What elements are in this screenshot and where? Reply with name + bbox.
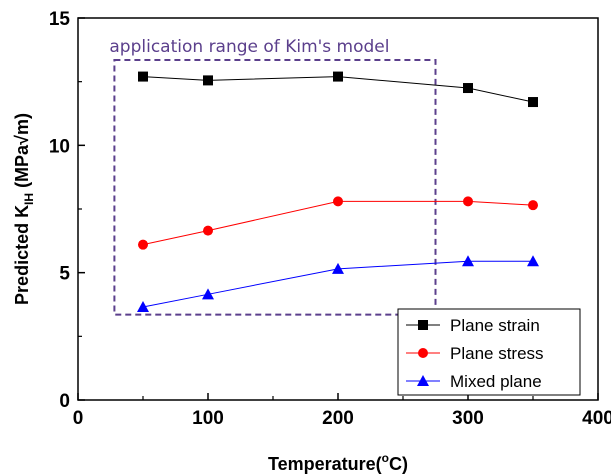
data-point-plane-strain — [463, 83, 473, 94]
data-point-plane-stress — [528, 200, 538, 211]
x-tick-label: 100 — [192, 408, 224, 429]
data-point-plane-strain — [138, 71, 148, 82]
legend-marker-plane-strain — [418, 320, 428, 330]
x-tick-label: 200 — [322, 408, 354, 429]
data-point-mixed-plane — [202, 288, 214, 300]
application-range-box — [113, 59, 437, 316]
x-tick-label: 400 — [582, 408, 611, 429]
y-tick-label: 15 — [49, 9, 71, 30]
data-point-plane-stress — [138, 239, 148, 250]
application-range-label: application range of Kim's model — [109, 37, 389, 57]
series-line-plane-stress — [142, 200, 534, 246]
y-tick-label: 5 — [59, 264, 70, 285]
legend-label-plane-stress: Plane stress — [450, 344, 544, 363]
legend-marker-mixed-plane — [417, 375, 429, 386]
legend-label-plane-strain: Plane strain — [450, 316, 540, 335]
y-tick-label: 0 — [59, 391, 70, 412]
data-point-mixed-plane — [332, 262, 344, 274]
data-point-mixed-plane — [527, 255, 539, 267]
data-point-plane-stress — [203, 225, 213, 236]
data-point-mixed-plane — [137, 301, 149, 313]
series-group — [137, 71, 539, 313]
legend-marker-plane-stress — [418, 348, 428, 358]
data-point-mixed-plane — [462, 255, 474, 267]
legend-label-mixed-plane: Mixed plane — [450, 372, 542, 391]
data-point-plane-strain — [528, 97, 538, 108]
legend: Plane strain Plane stress Mixed plane — [397, 308, 581, 396]
y-axis-title: Predicted KIH (MPa√m) — [12, 113, 36, 305]
y-tick-label: 10 — [49, 136, 70, 157]
x-tick-label: 0 — [73, 408, 84, 429]
annotation-group: application range of Kim's model — [109, 37, 437, 316]
data-point-plane-strain — [333, 71, 343, 82]
axis-ticks: 0 100 200 300 400 0 5 10 15 — [49, 9, 611, 429]
data-point-plane-stress — [463, 196, 473, 207]
data-point-plane-stress — [333, 196, 343, 207]
data-point-plane-strain — [203, 75, 213, 86]
x-tick-label: 300 — [452, 408, 484, 429]
x-axis-title: Temperature(oC) — [268, 451, 408, 474]
